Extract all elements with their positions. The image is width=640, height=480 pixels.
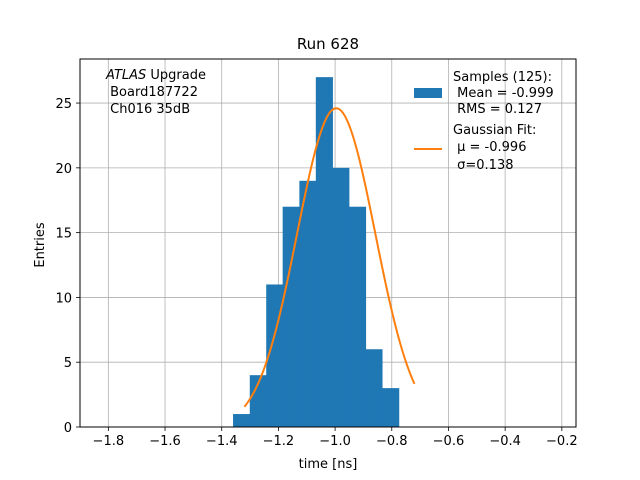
y-tick-label: 20	[55, 162, 72, 177]
legend-fit-line-2: μ = -0.996	[453, 140, 526, 155]
x-tick-label: −0.2	[546, 434, 578, 449]
y-tick-label: 15	[55, 227, 72, 242]
annotation-line-1: ATLAS Upgrade	[105, 68, 206, 83]
y-tick-label: 0	[64, 421, 72, 436]
legend-hist-line-1: Samples (125):	[453, 70, 552, 85]
annotation-upgrade: Upgrade	[146, 68, 206, 83]
x-tick-label: −1.4	[206, 434, 238, 449]
x-axis-ticks: −1.8 −1.6 −1.4 −1.2 −1.0 −0.8 −0.6 −0.4 −0.2	[93, 427, 578, 449]
legend-hist-swatch	[414, 88, 442, 98]
legend-hist-line-3: RMS = 0.127	[453, 102, 542, 117]
chart-title: Run 628	[297, 35, 359, 53]
x-axis-label: time [ns]	[299, 457, 358, 472]
legend-fit-line-3: σ=0.138	[453, 158, 513, 173]
histogram-bars	[233, 77, 400, 428]
x-tick-label: −0.8	[376, 434, 408, 449]
gaussian-fit-curve-group	[243, 107, 416, 408]
annotation-line-3: Ch016 35dB	[106, 102, 190, 117]
annotation-atlas: ATLAS	[105, 68, 146, 83]
y-tick-label: 25	[55, 97, 72, 112]
y-tick-label: 10	[55, 291, 72, 306]
histogram-bar	[382, 388, 400, 427]
x-tick-label: −0.4	[489, 434, 521, 449]
histogram-bar	[233, 414, 251, 427]
gaussian-fit-curve	[243, 107, 416, 408]
x-tick-label: −1.2	[263, 434, 295, 449]
legend-fit-line-1: Gaussian Fit:	[453, 123, 536, 138]
histogram-bar	[332, 167, 350, 427]
x-tick-label: −1.0	[319, 434, 351, 449]
x-tick-label: −1.8	[93, 434, 125, 449]
y-tick-label: 5	[64, 356, 72, 371]
atlas-annotation: ATLAS Upgrade Board187722 Ch016 35dB	[105, 68, 206, 117]
legend: Samples (125): Mean = -0.999 RMS = 0.127…	[414, 70, 554, 173]
histogram-bar	[348, 206, 367, 427]
legend-hist-line-2: Mean = -0.999	[453, 86, 554, 101]
x-tick-label: −1.6	[149, 434, 181, 449]
histogram-bar	[365, 349, 383, 427]
y-axis-ticks: 0 5 10 15 20 25	[55, 97, 80, 436]
annotation-line-2: Board187722	[106, 85, 198, 100]
histogram-bar	[282, 206, 300, 427]
plot-frame	[79, 58, 577, 428]
histogram-bar	[249, 375, 267, 427]
x-tick-label: −0.6	[433, 434, 465, 449]
histogram-bar	[315, 77, 333, 428]
histogram-bar	[299, 180, 317, 427]
y-axis-label: Entries	[33, 222, 48, 268]
